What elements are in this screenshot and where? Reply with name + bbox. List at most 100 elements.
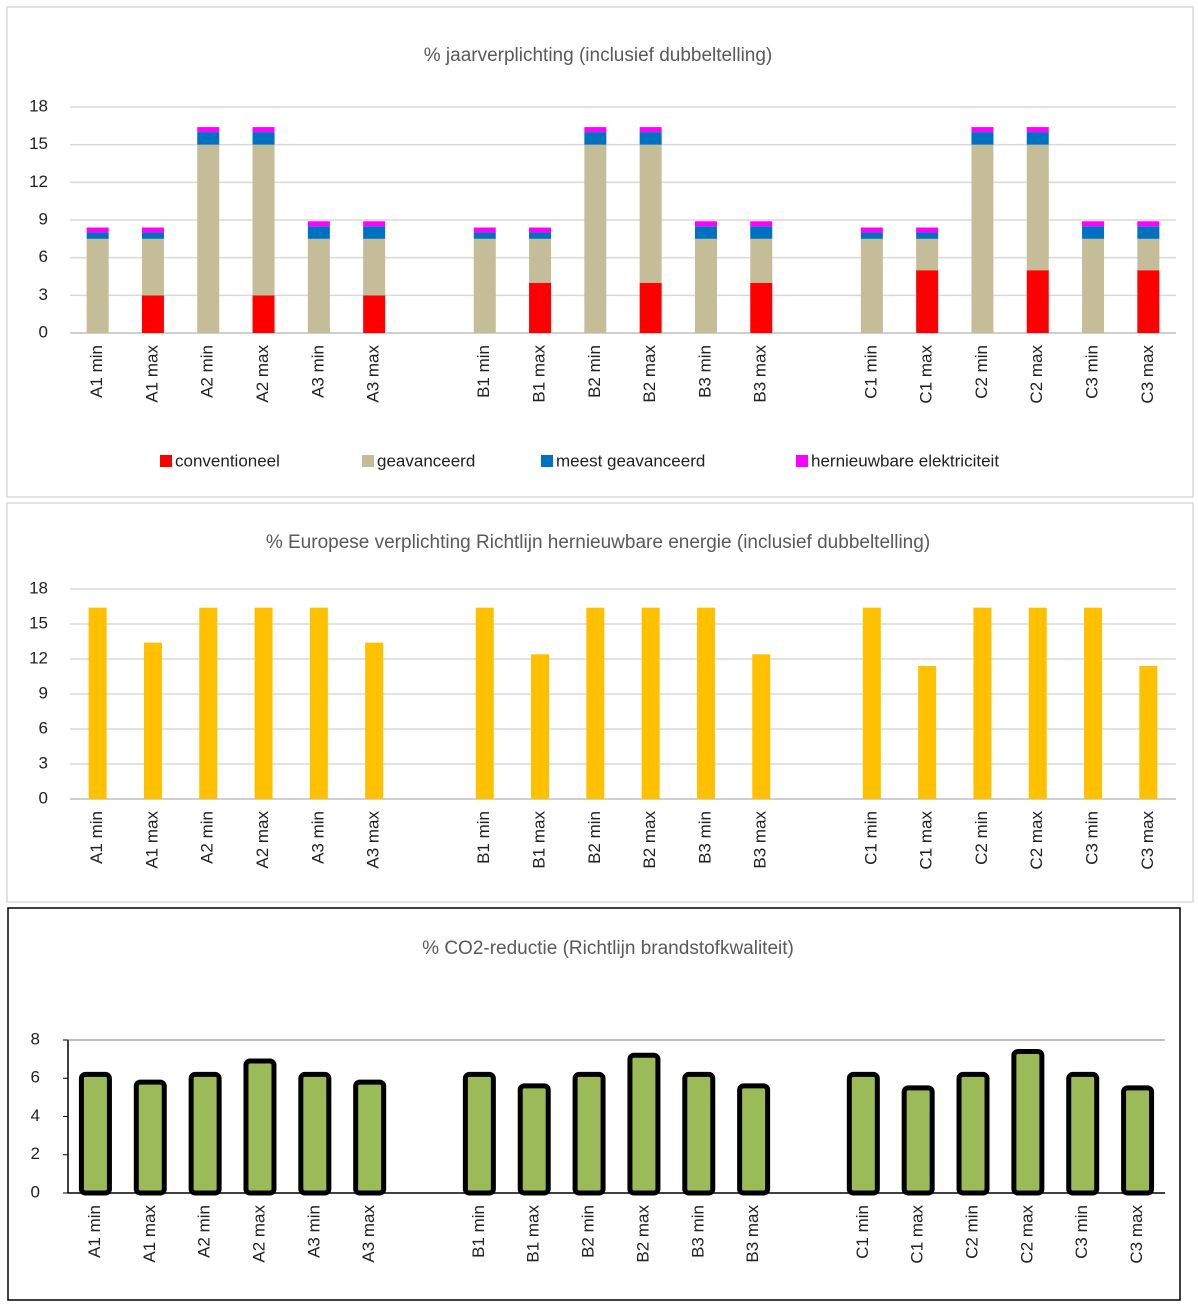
x-tick-label: B1 max (530, 811, 549, 869)
y-tick-label: 15 (29, 613, 48, 632)
legend-label: hernieuwbare elektriciteit (811, 451, 999, 470)
bar-segment (694, 238, 717, 333)
bar-segment (252, 295, 275, 333)
bar (517, 1083, 551, 1196)
bar-segment (141, 295, 164, 333)
bar-segment (252, 132, 275, 145)
chart-frame (6, 6, 1194, 498)
x-tick-label: C1 max (917, 345, 936, 404)
bar (737, 1083, 771, 1196)
bar-segment (750, 282, 773, 333)
bar (365, 642, 384, 799)
x-tick-label: B3 max (743, 1205, 762, 1263)
bar-segment (1082, 226, 1105, 239)
bar-segment (197, 144, 220, 333)
bar-segment (363, 238, 386, 296)
bar (1084, 607, 1103, 799)
y-tick-label: 3 (39, 753, 48, 772)
bar-segment (529, 232, 552, 239)
bar-segment (1026, 270, 1049, 333)
bar (572, 1071, 606, 1196)
x-tick-label: B1 min (474, 345, 493, 398)
bar-segment (1026, 144, 1049, 271)
legend-swatch (362, 455, 374, 467)
bar-segment (916, 232, 939, 239)
x-tick-label: C2 min (972, 345, 991, 399)
x-tick-label: B2 max (633, 1205, 652, 1263)
chart-title: % CO2-reductie (Richtlijn brandstofkwali… (422, 938, 794, 959)
bar (1028, 607, 1047, 799)
bar-segment (473, 238, 496, 333)
bar-segment (971, 144, 994, 333)
x-tick-label: A2 max (253, 345, 272, 403)
legend-label: conventioneel (175, 451, 280, 470)
bar-segment (86, 232, 109, 239)
bar-segment (584, 127, 607, 133)
bar (1011, 1048, 1045, 1196)
y-tick-label: 9 (39, 683, 48, 702)
bar (188, 1071, 222, 1196)
bar-segment (363, 295, 386, 333)
bar (88, 607, 107, 799)
chart-frame (7, 907, 1181, 1301)
x-tick-label: A3 max (359, 1205, 378, 1263)
y-tick-label: 3 (39, 285, 48, 304)
x-tick-label: B3 min (688, 1205, 707, 1258)
bar-segment (141, 232, 164, 239)
x-tick-label: B2 max (640, 811, 659, 869)
bar-segment (307, 238, 330, 333)
x-tick-label: B3 max (751, 345, 770, 403)
x-tick-label: A2 min (198, 811, 217, 864)
bar-segment (307, 226, 330, 239)
bar-segment (971, 132, 994, 145)
bar (901, 1085, 935, 1196)
bar-segment (86, 227, 109, 233)
x-tick-label: B3 min (695, 811, 714, 864)
bar-segment (694, 221, 717, 227)
bar-segment (307, 221, 330, 227)
bar (586, 607, 605, 799)
x-tick-label: A2 max (249, 1205, 268, 1263)
bar (243, 1058, 277, 1196)
bar-segment (916, 270, 939, 333)
bar-segment (639, 127, 662, 133)
bar (78, 1071, 112, 1196)
legend-swatch (541, 455, 553, 467)
bar-segment (1082, 238, 1105, 333)
x-tick-label: A1 max (142, 811, 161, 869)
bar-segment (141, 238, 164, 296)
x-tick-label: B1 min (474, 811, 493, 864)
bar-segment (584, 144, 607, 333)
x-tick-label: A3 min (308, 345, 327, 398)
bar-segment (1026, 127, 1049, 133)
bar (846, 1071, 880, 1196)
y-tick-label: 18 (29, 96, 48, 115)
bar (531, 654, 550, 799)
bar-segment (694, 226, 717, 239)
bar-segment (86, 238, 109, 333)
bar (627, 1052, 661, 1196)
bar (918, 666, 937, 799)
bar-segment (860, 232, 883, 239)
bar-segment (1026, 132, 1049, 145)
bar-segment (252, 144, 275, 296)
bar (641, 607, 660, 799)
bar (862, 607, 881, 799)
x-tick-label: A2 max (253, 811, 272, 869)
bar (696, 607, 715, 799)
y-tick-label: 2 (31, 1144, 40, 1163)
x-tick-label: C3 max (1127, 1205, 1146, 1264)
bar (682, 1071, 716, 1196)
x-tick-label: A2 min (198, 345, 217, 398)
x-tick-label: C3 min (1072, 1205, 1091, 1259)
legend-swatch (796, 455, 808, 467)
y-tick-label: 8 (31, 1029, 40, 1048)
bar (973, 607, 992, 799)
y-tick-label: 0 (31, 1182, 40, 1201)
bar (462, 1071, 496, 1196)
bar-segment (529, 282, 552, 333)
bar-segment (639, 282, 662, 333)
bar-segment (916, 227, 939, 233)
bar (254, 607, 273, 799)
